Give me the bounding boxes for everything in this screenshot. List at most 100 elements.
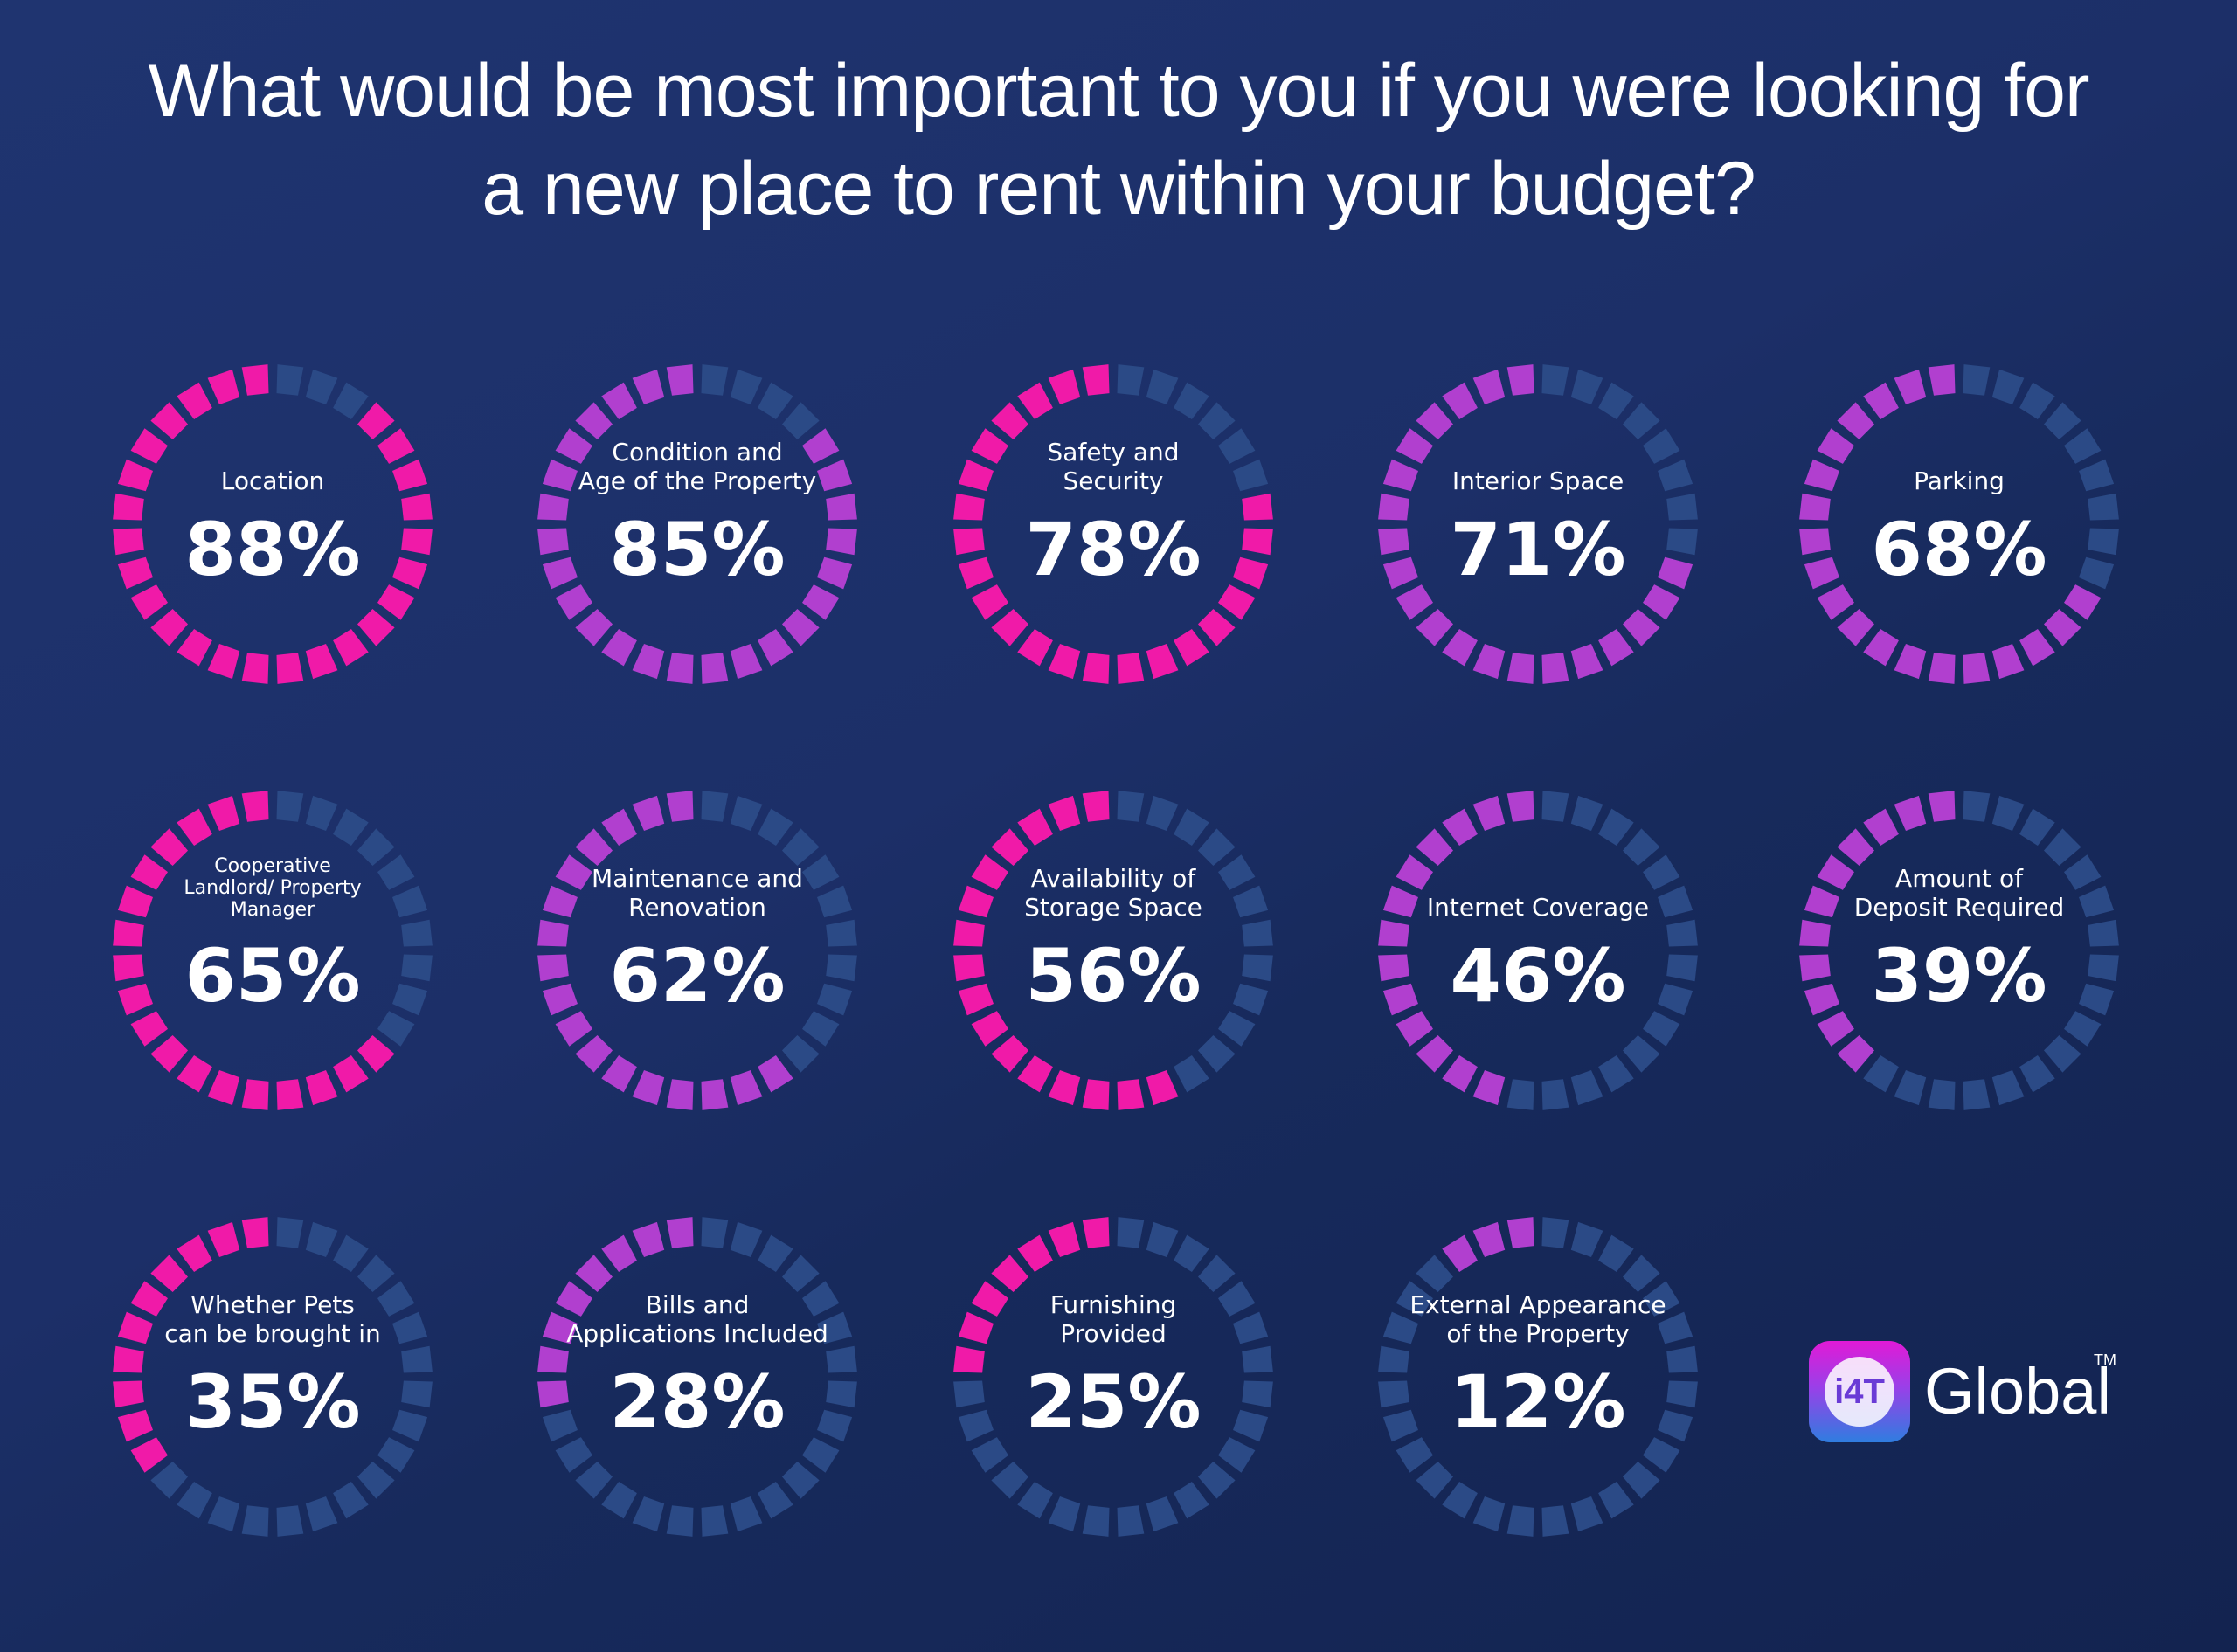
ring-segment-empty <box>1643 1281 1680 1317</box>
ring-segment-empty <box>357 1462 395 1499</box>
ring-segment-filled <box>1472 795 1506 831</box>
ring-value: 25% <box>1025 1359 1201 1445</box>
ring-segment-filled <box>1017 1055 1053 1093</box>
ring-segment-filled <box>802 428 840 464</box>
ring-segment-empty <box>1233 885 1269 918</box>
ring-segment-empty <box>802 854 840 890</box>
ring-segment-filled <box>1928 364 1956 396</box>
ring-segment-empty <box>1146 795 1179 831</box>
ring-segment-filled <box>1442 629 1478 667</box>
ring-segment-empty <box>1570 1496 1603 1532</box>
ring-segment-empty <box>1570 1070 1603 1106</box>
ring-segment-empty <box>730 369 763 404</box>
ring-segment-filled <box>575 609 613 646</box>
ring-segment-empty <box>2079 459 2115 492</box>
ring-segment-empty <box>1233 1311 1269 1344</box>
brand-badge-icon: i4T <box>1809 1341 1910 1442</box>
ring-label-line: Cooperative <box>214 855 331 877</box>
ring-segment-filled <box>150 1255 188 1292</box>
ring-segment-empty <box>401 1380 433 1408</box>
ring-segment-filled <box>117 556 153 590</box>
ring-segment-filled <box>401 528 433 556</box>
ring-segment-empty <box>377 1281 415 1317</box>
ring-label-line: Availability of <box>1031 864 1197 893</box>
ring-segment-empty <box>1198 1255 1236 1292</box>
ring-segment-filled <box>150 609 188 646</box>
ring-segment-filled <box>1442 1055 1478 1093</box>
ring-segment-filled <box>150 1035 188 1073</box>
ring-segment-filled <box>1378 528 1409 556</box>
ring-segment-filled <box>991 1035 1028 1073</box>
ring-segment-filled <box>701 653 729 684</box>
ring-segment-empty <box>601 1482 637 1519</box>
ring-label-line: Location <box>221 467 324 495</box>
ring-segment-empty <box>1218 1281 1256 1317</box>
ring-segment-empty <box>357 828 395 866</box>
ring-segment-filled <box>1894 644 1927 680</box>
brand-trademark: TM <box>2094 1351 2116 1369</box>
ring-segment-filled <box>1472 369 1506 404</box>
ring-segment-empty <box>1218 428 1256 464</box>
ring-segment-filled <box>241 364 269 396</box>
ring-segment-filled <box>207 369 240 404</box>
ring-segment-empty <box>1174 1482 1209 1519</box>
ring-segment-empty <box>2044 402 2081 439</box>
ring-segment-empty <box>1198 1462 1236 1499</box>
ring-segment-filled <box>177 808 212 846</box>
ring-segment-filled <box>150 828 188 866</box>
ring-segment-empty <box>1378 1345 1409 1373</box>
ring-value: 12% <box>1450 1359 1625 1445</box>
ring-segment-empty <box>826 1345 857 1373</box>
ring-segment-empty <box>1242 954 1273 982</box>
ring-label-line: Safety and <box>1047 438 1179 467</box>
ring-value: 68% <box>1871 507 2047 592</box>
ring-segment-filled <box>542 1311 578 1344</box>
ring-segment-empty <box>1928 1079 1956 1110</box>
ring-segment-empty <box>1233 459 1269 492</box>
ring-value: 62% <box>609 933 785 1019</box>
ring-segment-filled <box>130 1281 168 1317</box>
ring-segment-filled <box>817 556 853 590</box>
ring-segment-filled <box>113 528 144 556</box>
ring-segment-filled <box>666 1079 694 1110</box>
ring-segment-filled <box>1837 828 1874 866</box>
ring-segment-empty <box>1242 919 1273 947</box>
ring-segment-filled <box>1817 1011 1854 1047</box>
ring-label-line: Age of the Property <box>578 467 816 495</box>
ring-segment-empty <box>730 1221 763 1257</box>
ring-segment-empty <box>730 795 763 831</box>
ring-segment-filled <box>632 1221 665 1257</box>
ring-segment-empty <box>2064 428 2102 464</box>
ring-label-line: Storage Space <box>1024 893 1202 922</box>
ring-segment-filled <box>537 1380 569 1408</box>
ring-segment-empty <box>1233 983 1269 1016</box>
ring-segment-empty <box>802 1281 840 1317</box>
ring-segment-filled <box>1017 382 1053 419</box>
ring-label-line: of the Property <box>1446 1319 1629 1348</box>
ring-segment-filled <box>1442 382 1478 419</box>
ring-segment-empty <box>758 808 793 846</box>
ring-segment-empty <box>241 1505 269 1537</box>
ring-segment-filled <box>113 954 144 982</box>
ring-segment-empty <box>991 1462 1028 1499</box>
ring-segment-filled <box>117 1409 153 1442</box>
ring-segment-filled <box>305 644 338 680</box>
ring-segment-filled <box>1396 1011 1433 1047</box>
ring-segment-empty <box>1570 1221 1603 1257</box>
ring-segment-empty <box>392 885 428 918</box>
ring-label-line: Bills and <box>646 1290 750 1319</box>
ring-segment-empty <box>2088 493 2119 521</box>
ring-segment-filled <box>991 402 1028 439</box>
ring-segment-filled <box>758 629 793 667</box>
ring-segment-filled <box>1472 1221 1506 1257</box>
ring-segment-empty <box>782 1462 820 1499</box>
ring-segment-filled <box>1799 528 1831 556</box>
ring-segment-empty <box>1658 459 1693 492</box>
ring-segment-empty <box>1598 1055 1634 1093</box>
ring-segment-empty <box>1242 1345 1273 1373</box>
ring-segment-empty <box>2088 528 2119 556</box>
brand-badge-text: i4T <box>1825 1357 1894 1427</box>
ring-segment-filled <box>117 885 153 918</box>
